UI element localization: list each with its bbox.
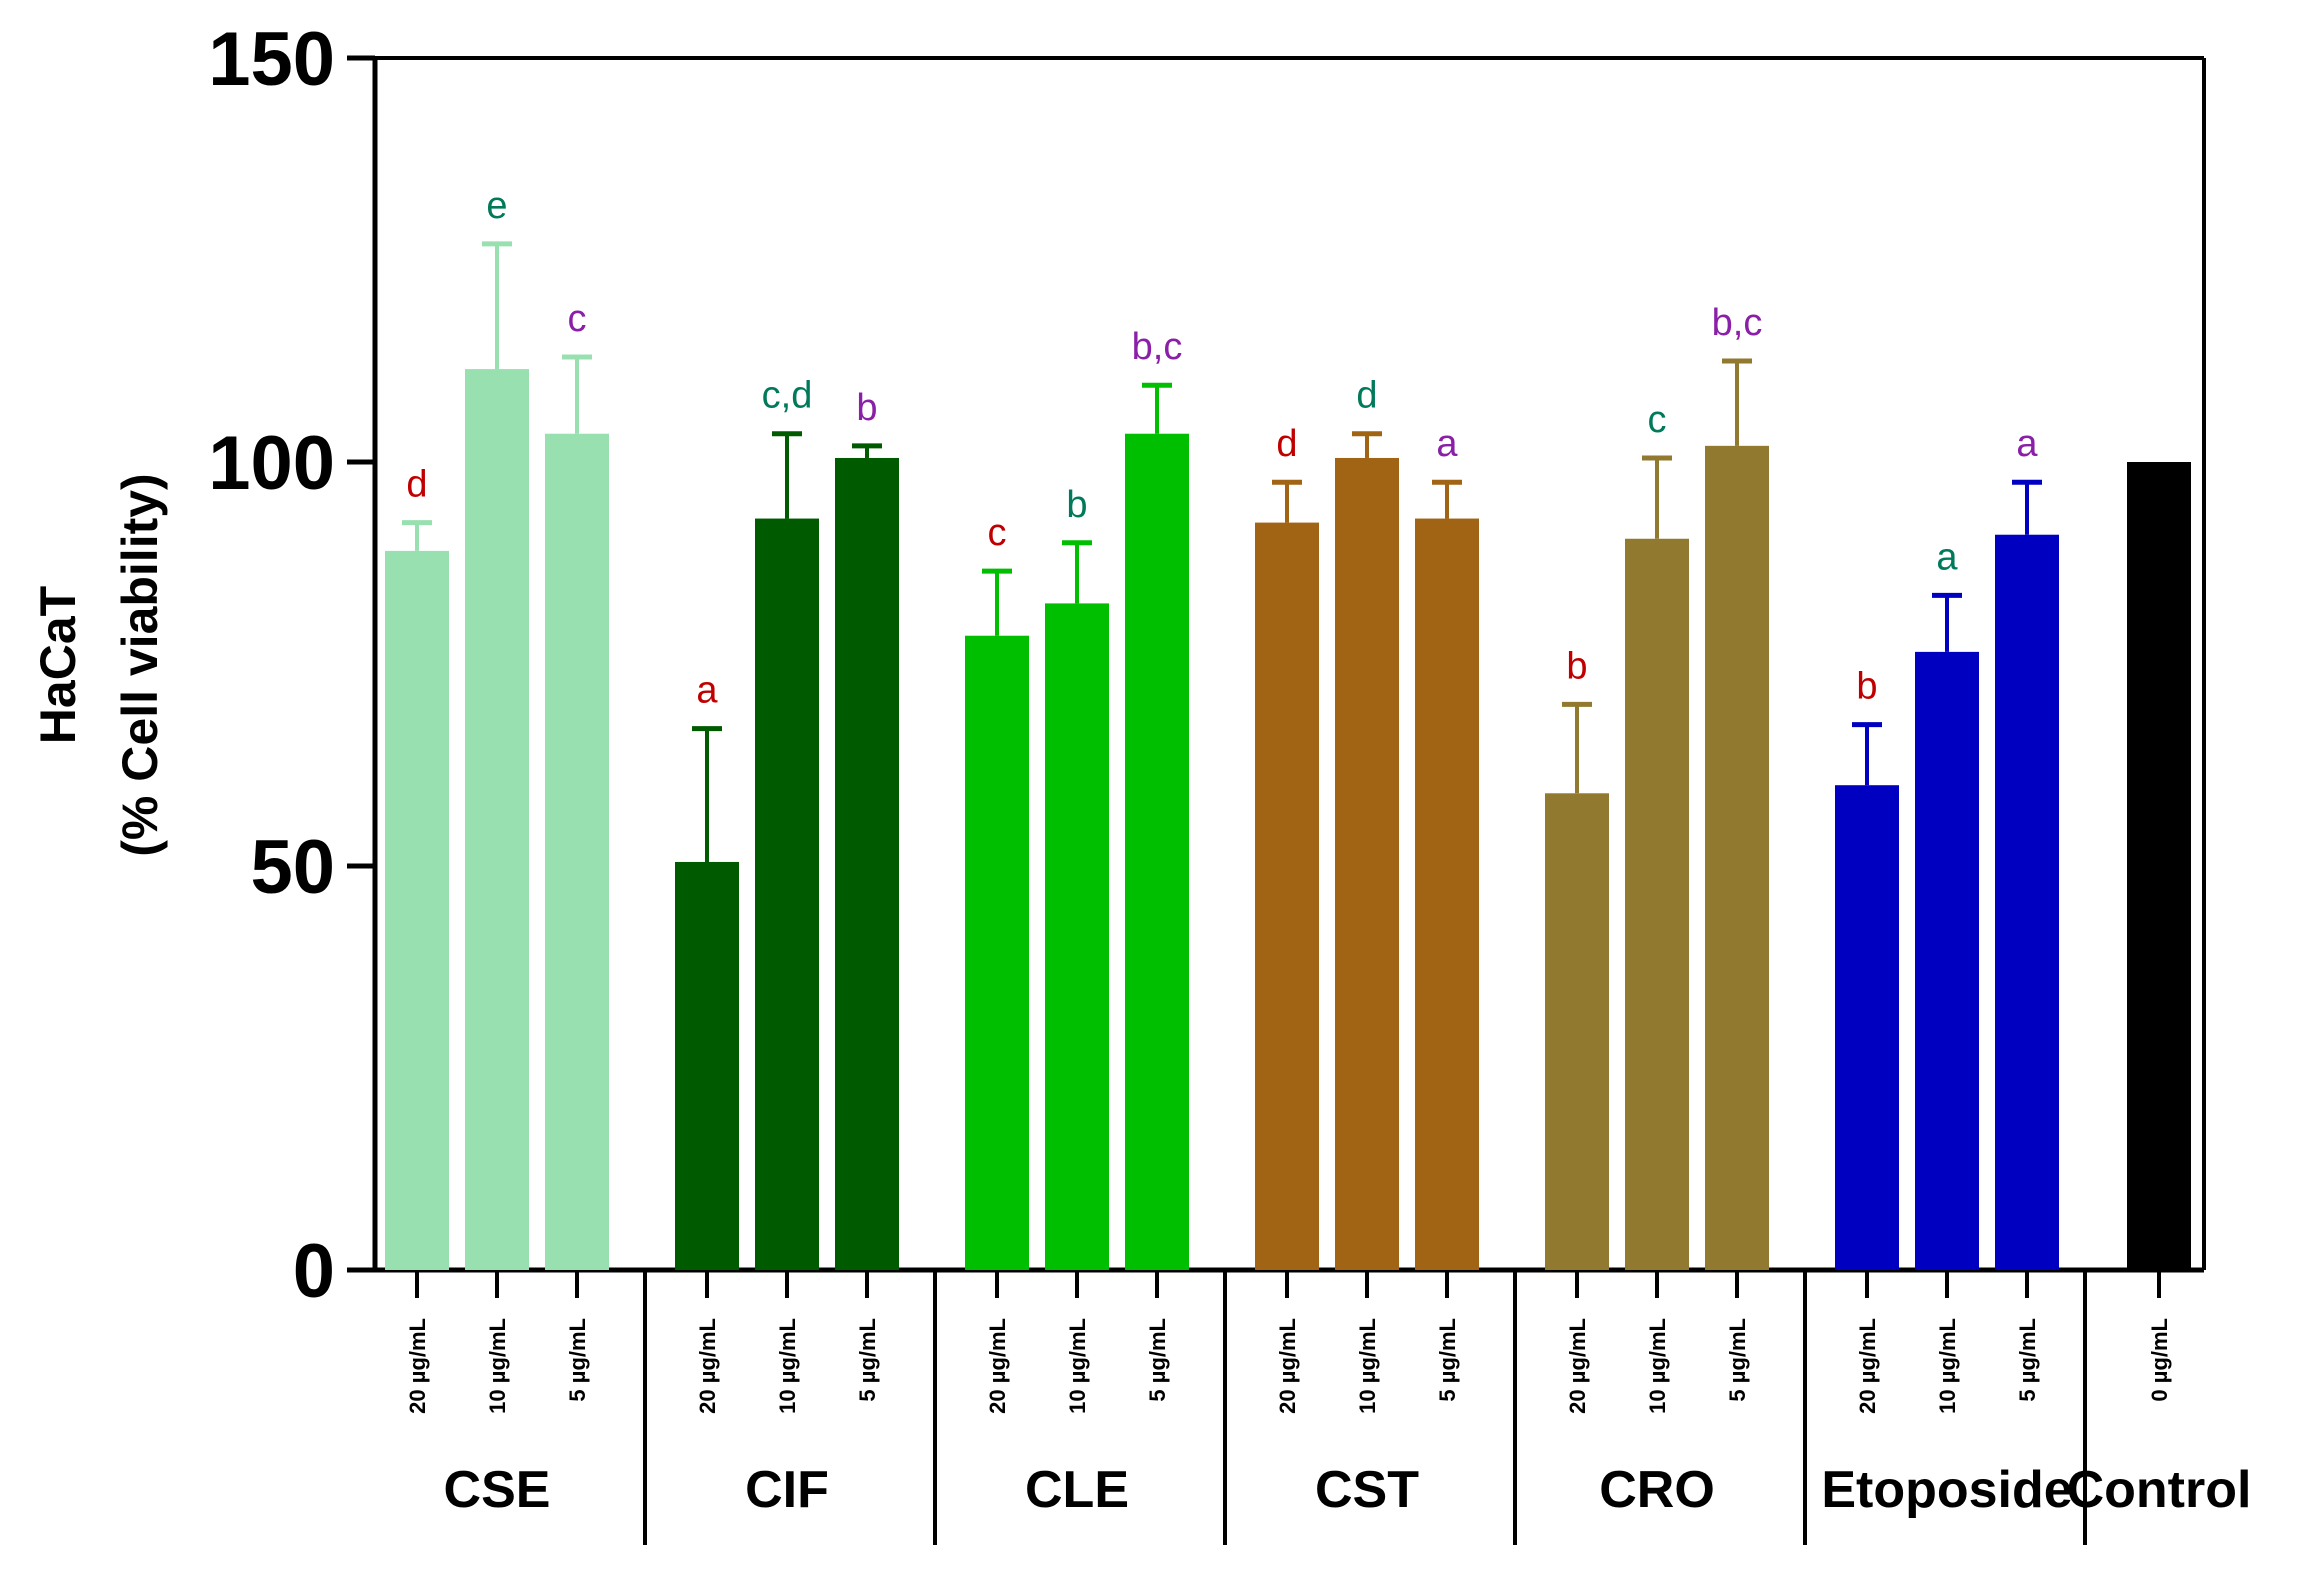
concentration-label: 20 µg/mL <box>405 1318 430 1414</box>
significance-label: b,c <box>1712 302 1763 344</box>
significance-label: e <box>486 185 507 227</box>
concentration-label: 10 µg/mL <box>1935 1318 1960 1414</box>
significance-label: c <box>988 512 1007 554</box>
significance-label: a <box>1936 536 1958 578</box>
group-label: CSE <box>444 1461 551 1519</box>
significance-label: b <box>1066 484 1087 526</box>
bar <box>675 861 739 1270</box>
significance-label: d <box>406 464 427 506</box>
bar <box>1255 522 1319 1270</box>
concentration-label: 5 µg/mL <box>855 1318 880 1402</box>
group-label: Control <box>2067 1461 2252 1519</box>
y-tick-label: 150 <box>208 17 335 102</box>
concentration-label: 10 µg/mL <box>775 1318 800 1414</box>
y-axis-title-line1: HaCaT <box>30 586 86 744</box>
bar <box>1545 793 1609 1270</box>
significance-label: d <box>1356 375 1377 417</box>
group-label: Etoposide <box>1821 1461 2072 1519</box>
concentration-label: 5 µg/mL <box>1145 1318 1170 1402</box>
y-tick-label: 100 <box>208 421 335 506</box>
bar <box>1125 433 1189 1271</box>
concentration-label: 5 µg/mL <box>565 1318 590 1402</box>
bar <box>965 635 1029 1270</box>
concentration-label: 20 µg/mL <box>985 1318 1010 1414</box>
concentration-label: 10 µg/mL <box>1645 1318 1670 1414</box>
bar <box>755 518 819 1270</box>
concentration-label: 10 µg/mL <box>1065 1318 1090 1414</box>
group-label: CIF <box>745 1461 829 1519</box>
significance-label: a <box>1436 423 1458 465</box>
bar <box>1835 785 1899 1270</box>
significance-label: c <box>1648 399 1667 441</box>
concentration-label: 10 µg/mL <box>1355 1318 1380 1414</box>
bar <box>835 457 899 1271</box>
bar <box>1705 445 1769 1271</box>
concentration-label: 20 µg/mL <box>695 1318 720 1414</box>
bar <box>1625 538 1689 1270</box>
y-tick-label: 50 <box>250 825 335 910</box>
significance-label: b <box>856 387 877 429</box>
group-label: CRO <box>1599 1461 1715 1519</box>
concentration-label: 20 µg/mL <box>1565 1318 1590 1414</box>
concentration-label: 20 µg/mL <box>1275 1318 1300 1414</box>
bar <box>385 550 449 1270</box>
y-axis-title-line2: (% Cell viability) <box>112 473 168 856</box>
significance-label: a <box>2016 423 2038 465</box>
concentration-label: 5 µg/mL <box>1725 1318 1750 1402</box>
concentration-label: 10 µg/mL <box>485 1318 510 1414</box>
bar <box>1045 603 1109 1270</box>
significance-label: c,d <box>762 375 813 417</box>
bar <box>465 369 529 1271</box>
significance-label: d <box>1276 423 1297 465</box>
concentration-label: 5 µg/mL <box>2015 1318 2040 1402</box>
significance-label: b <box>1566 645 1587 687</box>
concentration-label: 0 µg/mL <box>2147 1318 2172 1402</box>
bar <box>1335 457 1399 1271</box>
significance-label: c <box>568 298 587 340</box>
significance-label: b,c <box>1132 326 1183 368</box>
bar <box>2127 462 2191 1270</box>
significance-label: a <box>696 670 718 712</box>
bar <box>1415 518 1479 1270</box>
y-tick-label: 0 <box>293 1229 335 1314</box>
group-label: CST <box>1315 1461 1419 1519</box>
bar <box>1995 534 2059 1270</box>
chart-marks: 0 50 100 150 d 20 µg/mL e 10 µg/mL c 5 µg/mL CSE a 2… <box>208 17 2251 1545</box>
bar <box>1915 651 1979 1270</box>
group-label: CLE <box>1025 1461 1129 1519</box>
concentration-label: 20 µg/mL <box>1855 1318 1880 1414</box>
bar <box>545 433 609 1271</box>
concentration-label: 5 µg/mL <box>1435 1318 1460 1402</box>
significance-label: b <box>1856 666 1877 708</box>
y-axis-title: HaCaT (% Cell viability) <box>30 473 168 856</box>
